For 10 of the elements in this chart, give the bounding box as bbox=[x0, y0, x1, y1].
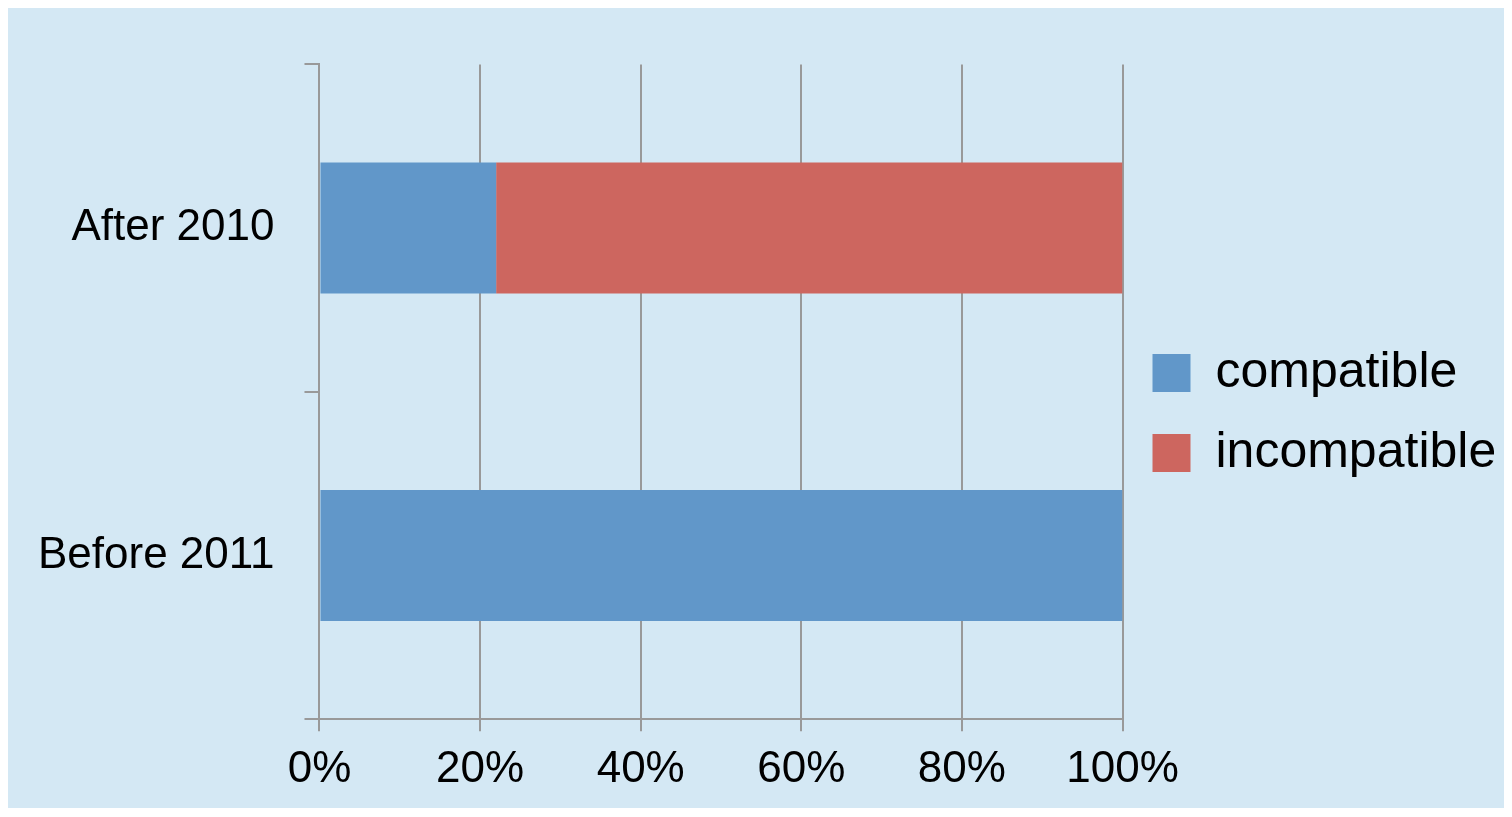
y-tick-label: Before 2011 bbox=[37, 527, 275, 577]
x-tick-label: 0% bbox=[287, 741, 352, 791]
x-tick-label: 20% bbox=[436, 741, 525, 791]
x-tick-label: 60% bbox=[757, 741, 846, 791]
legend-label: incompatible bbox=[1215, 421, 1497, 478]
x-tick-label: 100% bbox=[1066, 741, 1179, 791]
y-tick-label: After 2010 bbox=[71, 200, 275, 250]
legend-label: compatible bbox=[1215, 341, 1458, 398]
x-tick-label: 40% bbox=[596, 741, 685, 791]
x-tick-label: 80% bbox=[917, 741, 1006, 791]
